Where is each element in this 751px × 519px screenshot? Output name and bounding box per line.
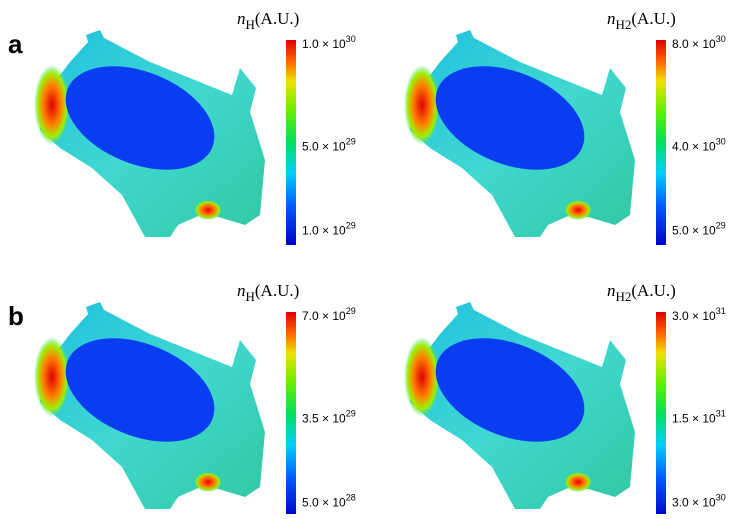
colorbar-title: nH2(A.U.) [607, 9, 676, 32]
subscript: H2 [616, 17, 632, 32]
mantissa: 5.0 × 10 [672, 224, 716, 238]
unit: (A.U.) [255, 281, 299, 300]
mantissa: 7.0 × 10 [302, 309, 346, 323]
colorbar [286, 40, 296, 245]
mantissa: 1.5 × 10 [672, 412, 716, 426]
unit: (A.U.) [631, 9, 675, 28]
exponent: 30 [716, 34, 726, 44]
density-map [404, 302, 635, 509]
colorbar-tick-label: 1.5 × 1031 [672, 409, 726, 426]
subscript: H2 [616, 289, 632, 304]
colorbar-title: nH(A.U.) [237, 9, 299, 32]
exponent: 30 [716, 137, 726, 147]
mantissa: 5.0 × 10 [302, 496, 346, 510]
subscript: H [246, 289, 255, 304]
colorbar-tick-label: 5.0 × 1028 [302, 493, 356, 510]
mantissa: 3.0 × 10 [672, 496, 716, 510]
panel-label: a [8, 29, 23, 59]
mantissa: 3.0 × 10 [672, 309, 716, 323]
colorbar-tick-label: 3.5 × 1029 [302, 409, 356, 426]
exponent: 29 [346, 221, 356, 231]
mantissa: 4.0 × 10 [672, 140, 716, 154]
mantissa: 1.0 × 10 [302, 224, 346, 238]
colorbar-tick-label: 1.0 × 1030 [302, 34, 356, 51]
panel-label: b [8, 301, 24, 331]
colorbar-tick-label: 5.0 × 1029 [302, 137, 356, 154]
colorbar-title: nH2(A.U.) [607, 281, 676, 304]
exponent: 29 [346, 137, 356, 147]
density-map [34, 302, 265, 509]
symbol: n [237, 9, 246, 28]
mantissa: 1.0 × 10 [302, 37, 346, 51]
symbol: n [607, 9, 616, 28]
colorbar [286, 312, 296, 514]
exponent: 30 [346, 34, 356, 44]
exponent: 29 [346, 306, 356, 316]
colorbar-tick-label: 1.0 × 1029 [302, 221, 356, 238]
mantissa: 8.0 × 10 [672, 37, 716, 51]
unit: (A.U.) [631, 281, 675, 300]
colorbar-tick-label: 4.0 × 1030 [672, 137, 726, 154]
mantissa: 3.5 × 10 [302, 412, 346, 426]
mantissa: 5.0 × 10 [302, 140, 346, 154]
exponent: 29 [716, 221, 726, 231]
symbol: n [237, 281, 246, 300]
colorbar-tick-label: 7.0 × 1029 [302, 306, 356, 323]
exponent: 28 [346, 493, 356, 503]
colorbar [656, 312, 666, 514]
colorbar-title: nH(A.U.) [237, 281, 299, 304]
exponent: 30 [716, 493, 726, 503]
colorbar-tick-label: 5.0 × 1029 [672, 221, 726, 238]
density-map [34, 30, 265, 237]
symbol: n [607, 281, 616, 300]
subscript: H [246, 17, 255, 32]
unit: (A.U.) [255, 9, 299, 28]
colorbar-tick-label: 3.0 × 1030 [672, 493, 726, 510]
colorbar-tick-label: 3.0 × 1031 [672, 306, 726, 323]
exponent: 31 [716, 409, 726, 419]
colorbar-tick-label: 8.0 × 1030 [672, 34, 726, 51]
exponent: 31 [716, 306, 726, 316]
colorbar [656, 40, 666, 245]
density-map [404, 30, 635, 237]
figure: anH(A.U.)1.0 × 10305.0 × 10291.0 × 1029n… [0, 0, 751, 514]
exponent: 29 [346, 409, 356, 419]
